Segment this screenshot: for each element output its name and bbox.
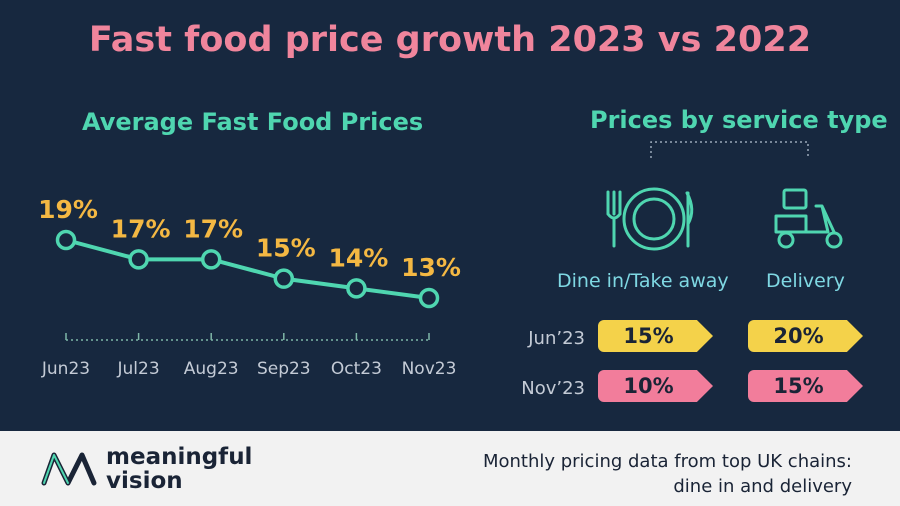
footnote-line-2: dine in and delivery: [673, 476, 852, 497]
page-title: Fast food price growth 2023 vs 2022: [88, 20, 812, 60]
data-point: [128, 249, 149, 270]
data-label: 13%: [401, 253, 461, 282]
price-tag-dine-jun: 15%: [598, 320, 713, 352]
x-tick-label: Nov23: [402, 359, 457, 379]
service-subtitle: Prices by service type: [590, 106, 888, 134]
footnote-line-1: Monthly pricing data from top UK chains:: [482, 451, 852, 472]
footer: meaningful vision Monthly pricing data f…: [0, 431, 900, 506]
service-label-dine: Dine in/Take away: [557, 270, 729, 292]
delivery-scooter-icon: [774, 188, 843, 249]
brand-line-2: vision: [106, 468, 183, 494]
data-point: [273, 268, 295, 289]
data-point: [418, 287, 440, 309]
chart-subtitle: Average Fast Food Prices: [82, 108, 424, 136]
brand-name: meaningful vision: [106, 445, 256, 493]
data-label: 14%: [328, 243, 388, 272]
row-label-jun: Jun’23: [528, 328, 585, 349]
series-line: 19% 17% 17% 15% 14% 13%: [38, 195, 461, 309]
x-tick-label: Sep23: [257, 359, 311, 379]
x-tick-label: Jul23: [117, 359, 160, 379]
data-label: 19%: [38, 195, 98, 224]
plate-cutlery-icon: [606, 187, 694, 251]
series-path: [65, 238, 430, 300]
price-tag-dine-nov: 10%: [598, 370, 713, 402]
x-axis: Jun23 Jul23 Aug23 Sep23 Oct23 Nov23: [41, 333, 457, 379]
brand-line-1: meaningful: [106, 444, 253, 470]
data-point: [200, 249, 222, 270]
data-label: 17%: [111, 214, 171, 243]
price-tag-delivery-nov: 15%: [748, 370, 863, 402]
price-tag-delivery-jun: 20%: [748, 320, 863, 352]
meaningful-vision-logo: [41, 452, 97, 486]
x-tick-label: Jun23: [41, 359, 90, 379]
service-bracket: [650, 141, 809, 158]
footnote: Monthly pricing data from top UK chains:…: [412, 449, 852, 499]
data-point: [55, 229, 77, 251]
x-tick-label: Aug23: [184, 359, 239, 379]
x-tick-label: Oct23: [331, 359, 382, 379]
data-label: 17%: [183, 214, 243, 243]
data-point: [346, 278, 367, 299]
service-label-delivery: Delivery: [766, 270, 845, 292]
line-chart: Jun23 Jul23 Aug23 Sep23 Oct23 Nov23 19% 17% 17%…: [38, 141, 843, 379]
row-label-nov: Nov’23: [521, 378, 585, 399]
data-label: 15%: [256, 234, 316, 263]
